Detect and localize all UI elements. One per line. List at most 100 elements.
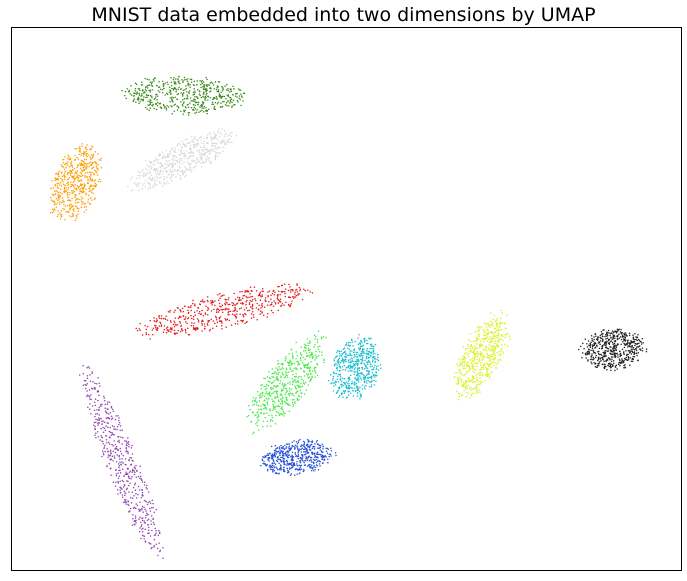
point (255, 397, 257, 399)
point (268, 394, 271, 396)
point (499, 354, 502, 356)
point (361, 360, 363, 362)
point (75, 176, 78, 179)
point (90, 412, 92, 415)
point (125, 473, 128, 476)
point (153, 98, 156, 100)
point (63, 168, 66, 170)
point (151, 104, 153, 106)
point (368, 370, 371, 373)
point (55, 206, 58, 208)
point (295, 341, 297, 344)
point (127, 484, 130, 487)
point (484, 366, 487, 369)
point (478, 359, 481, 361)
point (204, 84, 206, 86)
point (173, 311, 175, 313)
point (306, 459, 309, 462)
point (273, 294, 276, 296)
point (155, 532, 157, 534)
point (609, 365, 612, 367)
point (183, 109, 185, 112)
point (186, 168, 188, 171)
point (242, 294, 245, 297)
point (338, 394, 341, 397)
point (131, 497, 134, 499)
point (138, 102, 140, 105)
point (342, 348, 345, 350)
point (194, 112, 196, 115)
point (356, 368, 359, 370)
point (273, 407, 275, 409)
point (252, 404, 254, 406)
point (469, 388, 471, 390)
point (74, 201, 77, 204)
point (215, 137, 217, 140)
point (80, 206, 83, 209)
point (497, 341, 500, 344)
point (498, 326, 501, 328)
point (194, 303, 196, 305)
point (157, 154, 160, 157)
point (205, 94, 207, 96)
point (91, 163, 93, 165)
point (294, 451, 297, 454)
point (169, 152, 171, 154)
point (199, 80, 201, 82)
point (94, 404, 97, 407)
point (70, 203, 72, 205)
point (599, 340, 602, 342)
point (145, 328, 148, 331)
point (144, 517, 147, 519)
point (79, 162, 81, 165)
point (150, 515, 153, 517)
point (57, 210, 59, 212)
point (484, 331, 487, 333)
point (279, 368, 281, 371)
point (361, 348, 364, 350)
point (502, 352, 505, 354)
point (281, 413, 284, 416)
point (97, 389, 99, 392)
point (113, 457, 116, 459)
point (347, 370, 350, 373)
point (480, 353, 482, 356)
point (203, 91, 205, 93)
point (167, 329, 169, 331)
point (141, 507, 143, 510)
point (92, 188, 94, 190)
point (296, 361, 298, 363)
point (614, 365, 617, 368)
point (486, 374, 489, 377)
point (204, 151, 207, 154)
point (184, 157, 187, 160)
point (229, 100, 232, 103)
point (173, 332, 176, 335)
point (612, 333, 614, 335)
point (153, 546, 155, 548)
point (280, 368, 282, 371)
point (149, 178, 152, 181)
point (589, 342, 591, 345)
point (99, 159, 102, 162)
point (593, 351, 595, 354)
point (166, 171, 168, 174)
point (118, 466, 120, 469)
point (60, 177, 62, 179)
point (175, 156, 178, 158)
point (609, 349, 612, 351)
point (71, 192, 73, 195)
point (641, 347, 644, 349)
point (146, 108, 149, 110)
point (589, 346, 592, 349)
point (330, 447, 332, 449)
point (211, 103, 213, 106)
point (166, 319, 169, 321)
point (190, 81, 193, 83)
point (140, 81, 143, 83)
point (189, 102, 191, 104)
point (292, 297, 295, 300)
point (481, 352, 483, 355)
point (109, 426, 111, 429)
point (153, 511, 155, 513)
